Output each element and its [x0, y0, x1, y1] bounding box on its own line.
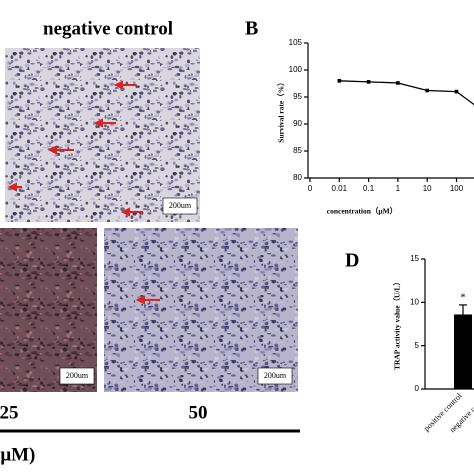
- unit-label: (μM): [0, 444, 35, 465]
- scale-label: 200um: [169, 201, 192, 210]
- x-axis-label: concentration（μM）: [327, 206, 398, 216]
- concentration-label: 50: [189, 402, 208, 423]
- scale-box: [162, 197, 198, 215]
- arrows: [7, 80, 160, 305]
- micrograph: [0, 228, 97, 392]
- x-tick-label: 0.01: [332, 184, 348, 193]
- panel-label: B: [245, 18, 258, 40]
- micrograph: [104, 228, 298, 392]
- bar: [454, 314, 472, 389]
- panel-label: D: [345, 250, 359, 272]
- y-tick-label: 10: [410, 297, 419, 306]
- x-tick-label: 0.1: [363, 184, 375, 193]
- scale-label: 200um: [264, 371, 287, 380]
- y-axis-label: TRAP activity value（U/L）: [392, 278, 402, 370]
- y-tick-label: 105: [289, 38, 303, 47]
- data-point: [396, 81, 400, 85]
- panel-title: negative control: [43, 18, 173, 39]
- data-point: [425, 88, 429, 93]
- y-tick-label: 15: [410, 254, 419, 263]
- scale-label: 200um: [66, 371, 89, 380]
- y-tick-label: 85: [293, 146, 302, 155]
- y-tick-label: 0: [415, 384, 420, 393]
- scale-box: [257, 367, 293, 385]
- x-tick-label: 1: [396, 184, 401, 193]
- data-point: [366, 80, 371, 84]
- x-tick-label: 10: [423, 184, 432, 193]
- y-tick-label: 95: [293, 92, 302, 101]
- y-axis-label: Survival rate（%）: [276, 78, 286, 142]
- x-tick-label: 0: [308, 184, 313, 193]
- data-point: [337, 79, 342, 83]
- y-tick-label: 100: [289, 65, 303, 74]
- annotation: *: [460, 291, 466, 303]
- concentration-label: 25: [0, 402, 19, 423]
- data-line: [339, 80, 474, 106]
- micrograph: [5, 48, 200, 222]
- data-point: [454, 89, 459, 94]
- y-tick-label: 90: [293, 119, 302, 128]
- scale-box: [59, 367, 95, 385]
- x-tick-label: 100: [450, 184, 464, 193]
- y-tick-label: 5: [415, 341, 420, 350]
- y-tick-label: 80: [293, 173, 302, 182]
